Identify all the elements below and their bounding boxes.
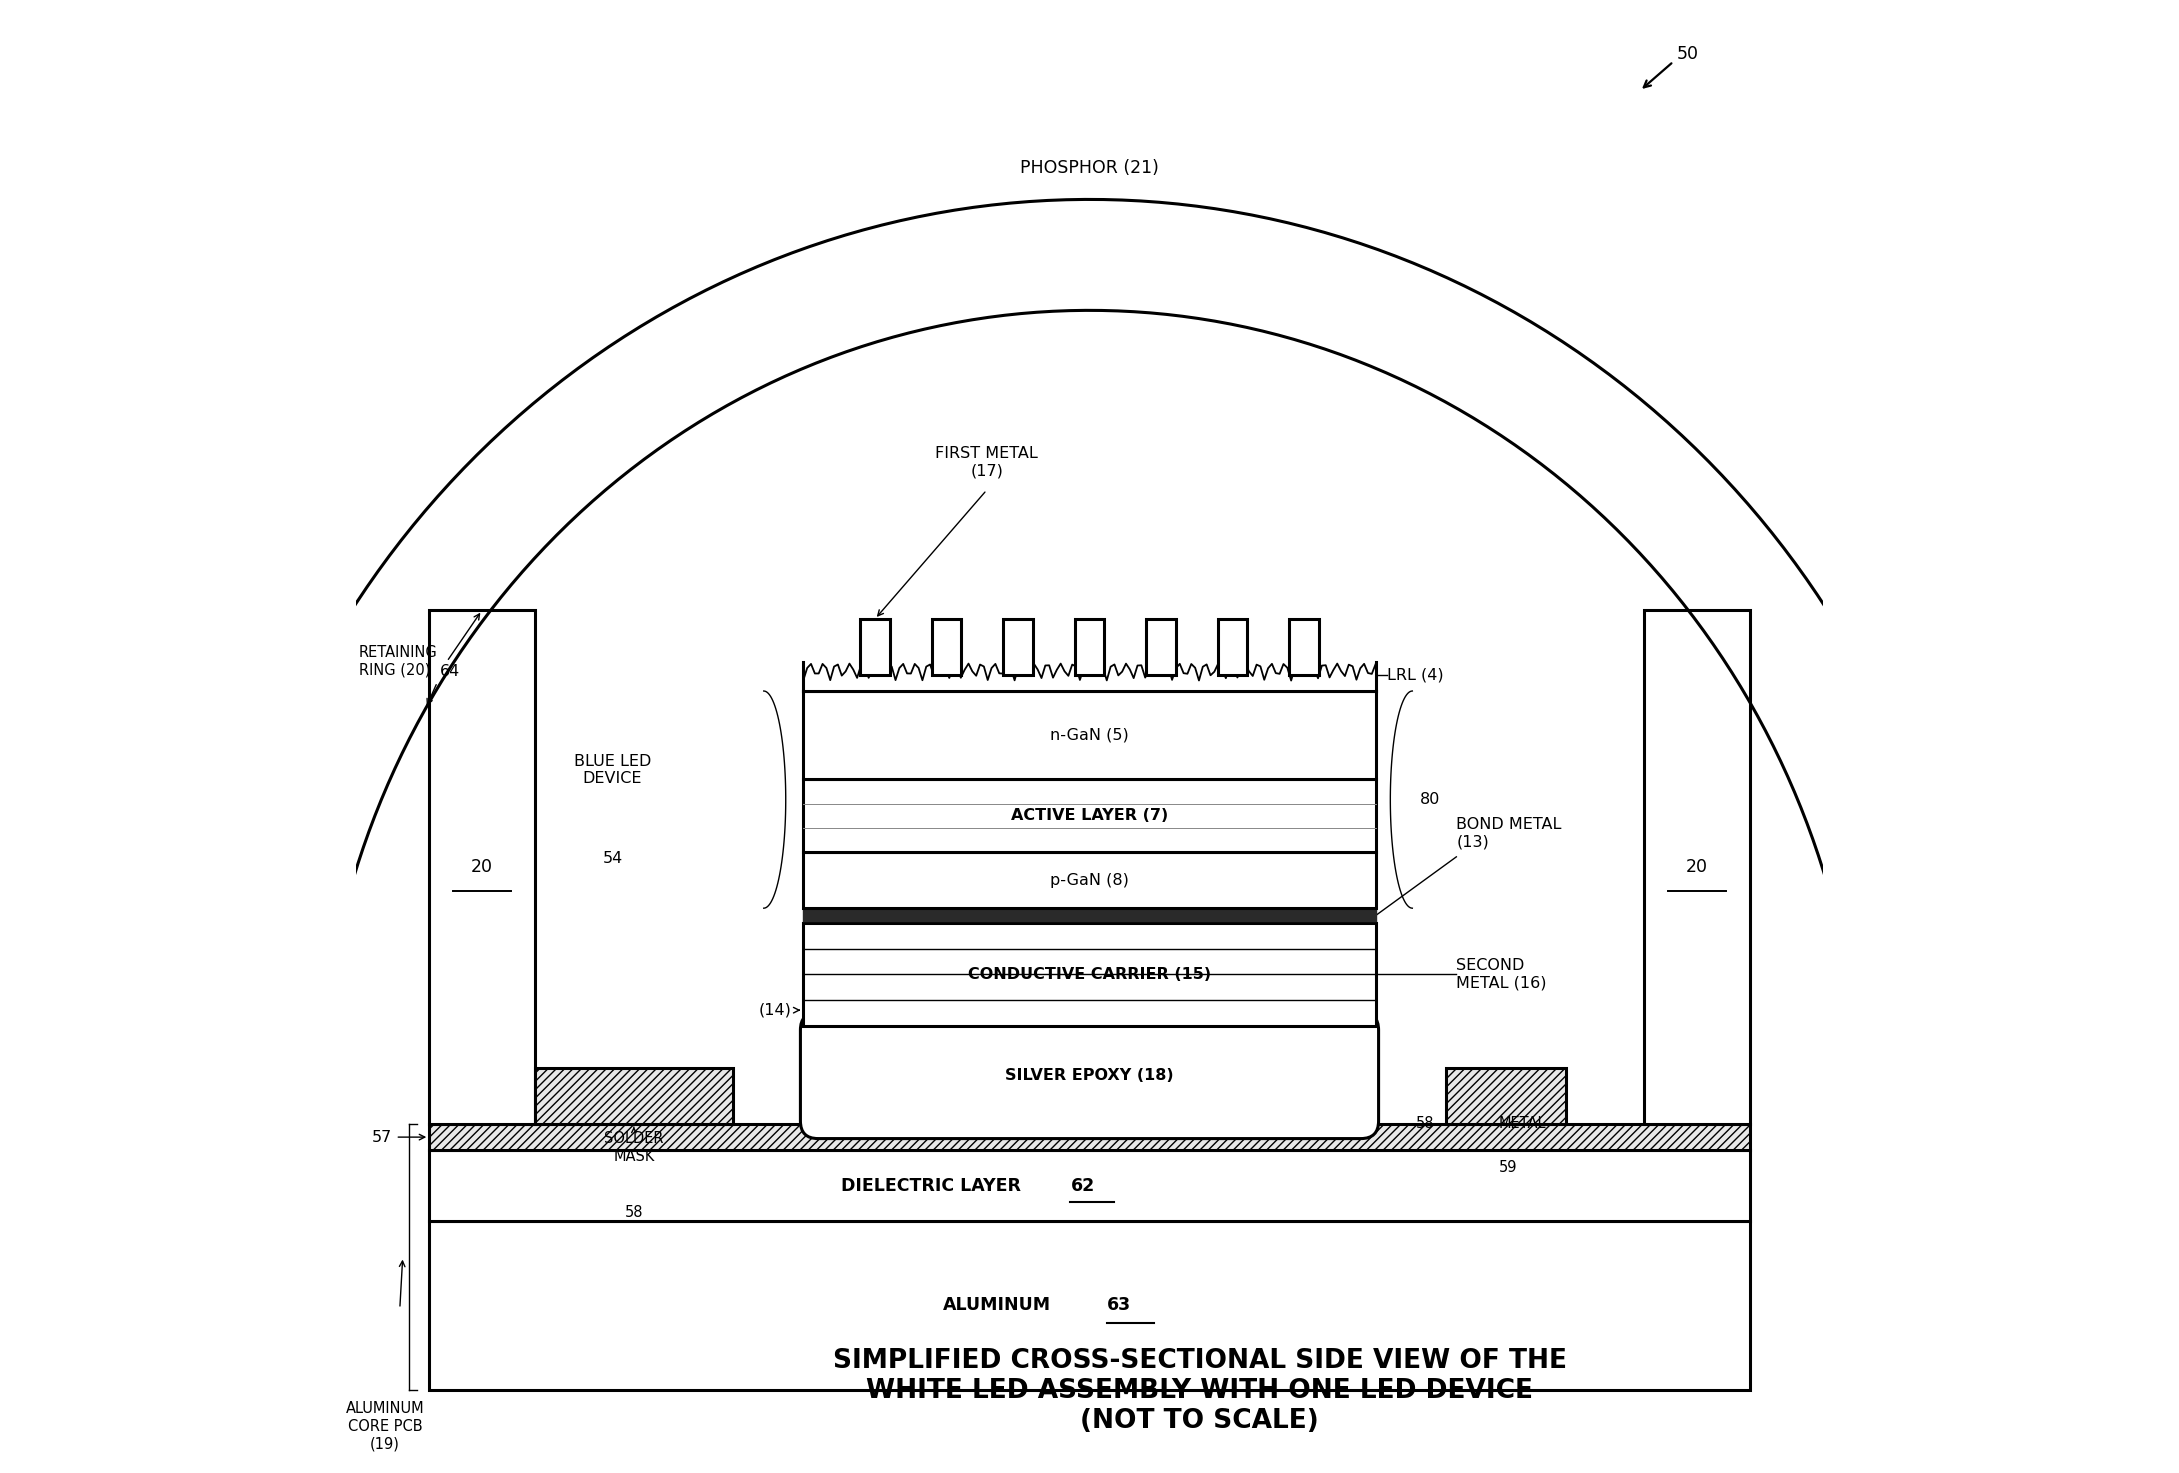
Bar [1290,619,1318,675]
Text: DIELECTRIC LAYER: DIELECTRIC LAYER [841,1177,1022,1195]
Text: SECOND
METAL (16): SECOND METAL (16) [1456,957,1547,990]
Bar [429,610,534,1124]
Text: 20: 20 [1687,859,1708,876]
Bar [804,853,1375,909]
Bar [804,691,1375,779]
Text: 62: 62 [1070,1177,1094,1195]
Bar [933,619,961,675]
Text: n-GaN (5): n-GaN (5) [1050,728,1129,742]
Text: 80: 80 [1421,792,1440,807]
Text: 54: 54 [601,851,623,866]
Text: 59: 59 [1499,1161,1517,1175]
Bar [804,779,1375,853]
Text: RETAINING
RING (20): RETAINING RING (20) [360,645,438,678]
Text: CONDUCTIVE CARRIER (15): CONDUCTIVE CARRIER (15) [967,966,1212,981]
Text: FIRST METAL
(17): FIRST METAL (17) [935,446,1037,479]
Text: ALUMINUM
CORE PCB
(19): ALUMINUM CORE PCB (19) [346,1401,425,1451]
Text: 58: 58 [1416,1117,1434,1131]
Text: (14): (14) [758,1003,791,1018]
Text: LRL (4): LRL (4) [1388,667,1445,682]
Bar [1002,619,1033,675]
Text: BOND METAL
(13): BOND METAL (13) [1456,818,1562,850]
Bar [1447,1068,1567,1124]
Bar [1645,610,1750,1124]
FancyBboxPatch shape [800,1012,1379,1139]
Bar [429,1221,1750,1389]
Text: ACTIVE LAYER (7): ACTIVE LAYER (7) [1011,809,1168,823]
Bar [534,1068,732,1124]
Text: SILVER EPOXY (18): SILVER EPOXY (18) [1005,1068,1174,1083]
Text: 64: 64 [440,664,460,679]
Bar [1074,619,1105,675]
Text: 20: 20 [471,859,492,876]
Text: 63: 63 [1107,1296,1131,1314]
Text: BLUE LED
DEVICE: BLUE LED DEVICE [573,754,652,787]
Bar [804,924,1375,1025]
Text: 58: 58 [625,1205,643,1220]
Text: 57: 57 [373,1130,392,1145]
Bar [1218,619,1246,675]
Text: SIMPLIFIED CROSS-SECTIONAL SIDE VIEW OF THE
WHITE LED ASSEMBLY WITH ONE LED DEVI: SIMPLIFIED CROSS-SECTIONAL SIDE VIEW OF … [832,1348,1567,1433]
Text: ALUMINUM: ALUMINUM [944,1296,1050,1314]
Text: p-GaN (8): p-GaN (8) [1050,873,1129,888]
Text: PHOSPHOR (21): PHOSPHOR (21) [1020,159,1159,177]
Bar [429,1150,1750,1221]
Text: 50: 50 [1676,46,1697,63]
Text: SOLDER
MASK: SOLDER MASK [604,1131,665,1164]
Bar [429,1124,1750,1150]
Bar [1146,619,1177,675]
Bar [861,619,889,675]
Text: METAL: METAL [1499,1117,1547,1131]
